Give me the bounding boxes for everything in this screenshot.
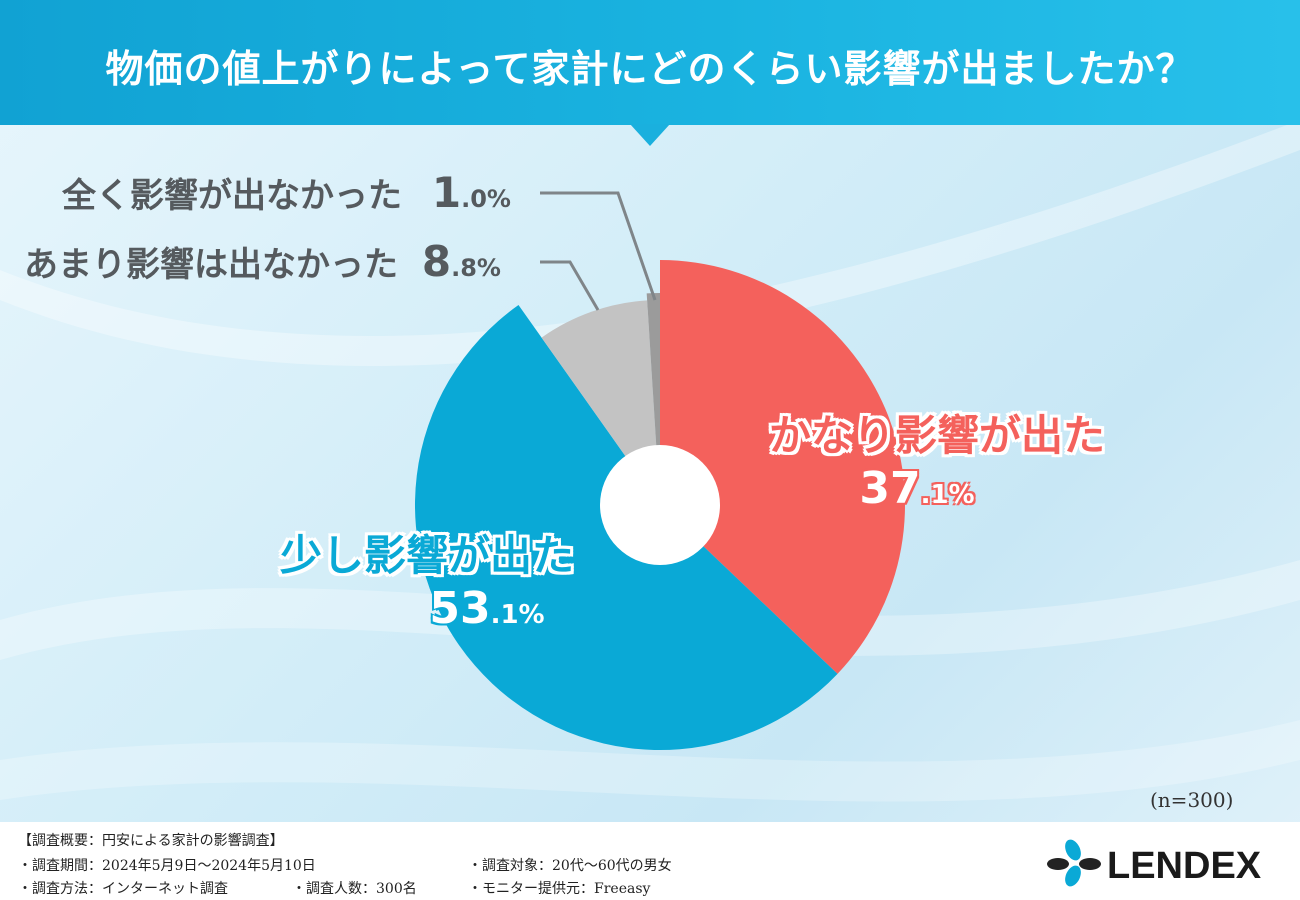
footer-period: ・調査期間：2024年5月9日〜2024年5月10日	[18, 858, 316, 874]
label-light-gray-percent: 8.8%	[421, 237, 501, 286]
label-red-category: かなり影響が出た	[768, 411, 1105, 460]
slice-red	[660, 260, 905, 674]
label-red-percent: 37.1%	[859, 463, 975, 514]
footer-heading: 【調査概要：円安による家計の影響調査】	[18, 833, 284, 849]
page-title: 物価の値上がりによって家計にどのくらい影響が出ましたか？	[105, 46, 1195, 91]
sample-size: (n=300)	[1150, 788, 1234, 812]
label-blue-slice: 少し影響が出た 53.1%	[262, 522, 592, 634]
title-banner-pointer	[630, 124, 670, 146]
label-light-gray: あまり影響は出なかった 8.8%	[24, 237, 501, 286]
lendex-logo-icon	[1047, 839, 1101, 887]
pie-center-hole	[600, 445, 720, 565]
label-red-slice: かなり影響が出た 37.1%	[752, 402, 1122, 514]
label-light-gray-category: あまり影響は出なかった	[24, 245, 398, 285]
lendex-logo: LENDEX	[1047, 839, 1262, 887]
title-banner	[0, 0, 1300, 125]
footer-method: ・調査方法：インターネット調査	[18, 881, 228, 897]
footer-target: ・調査対象：20代〜60代の男女	[468, 858, 672, 874]
label-blue-category: 少し影響が出た	[279, 531, 574, 580]
leader-line-dark-gray	[540, 191, 657, 301]
leader-line-light-gray	[540, 260, 600, 311]
label-dark-gray: 全く影響が出なかった 1.0%	[62, 168, 511, 217]
label-dark-gray-percent: 1.0%	[431, 168, 511, 217]
label-blue-percent: 53.1%	[429, 583, 545, 634]
lendex-logo-text: LENDEX	[1107, 845, 1262, 887]
footer-count: ・調査人数：300名	[292, 881, 417, 897]
footer-provider: ・モニター提供元：Freeasy	[468, 881, 651, 897]
label-dark-gray-category: 全く影響が出なかった	[62, 176, 402, 216]
